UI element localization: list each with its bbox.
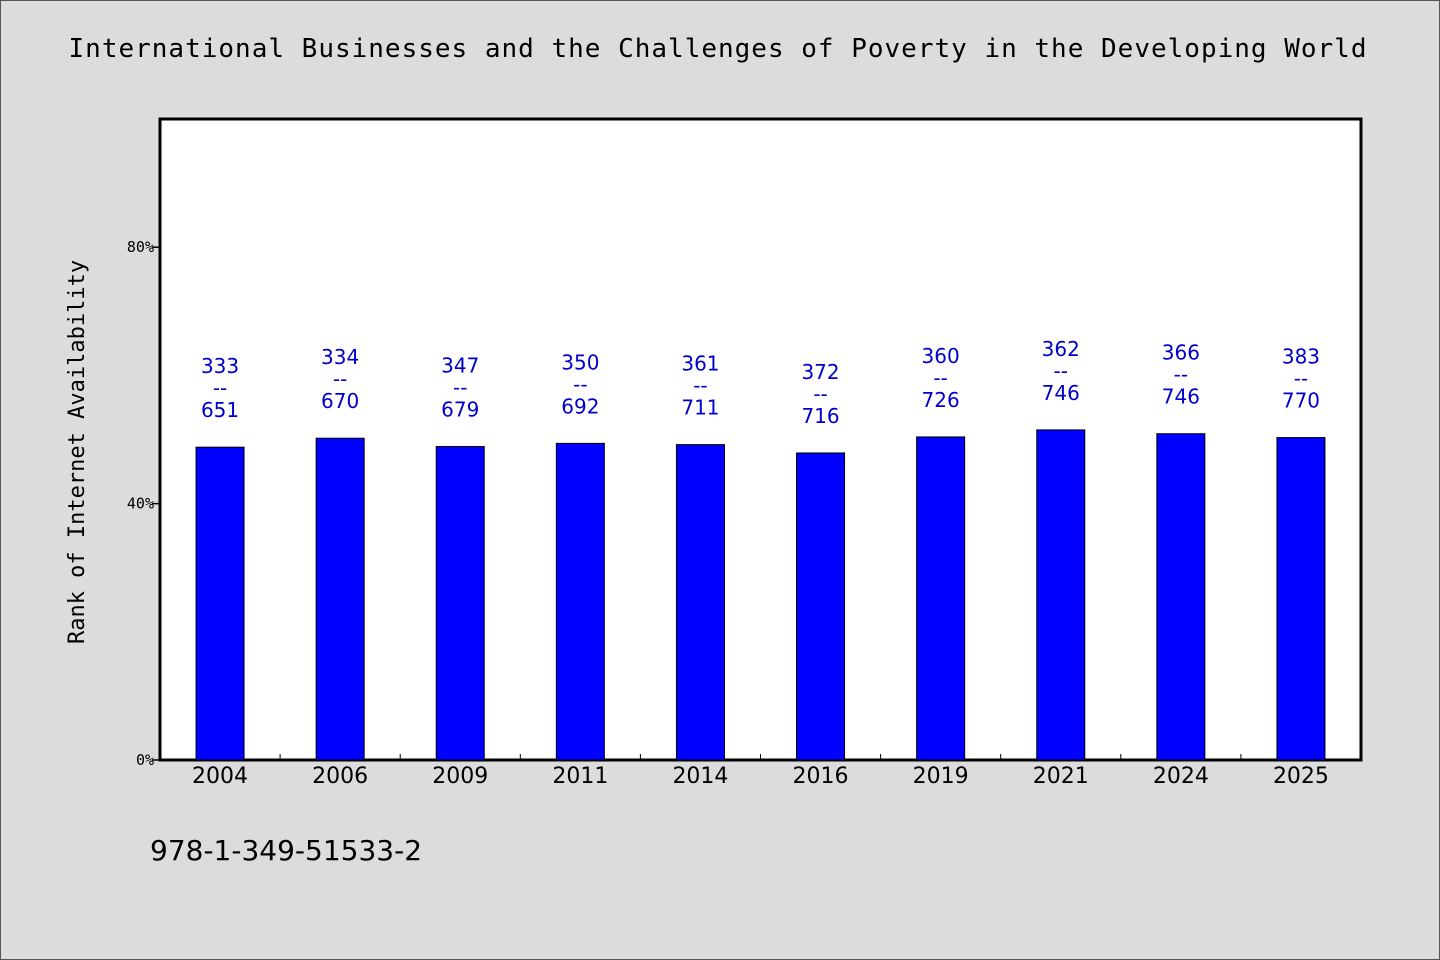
data-label: 383 <box>1282 345 1320 369</box>
x-axis: 2004 2006 2009 2011 2014 2016 2019 2021 2024 2025 <box>192 754 1329 789</box>
bar <box>916 436 966 761</box>
data-label: -- <box>933 366 947 390</box>
data-label: -- <box>333 367 347 391</box>
data-label: 670 <box>321 389 359 413</box>
data-label: -- <box>1054 359 1068 383</box>
bar <box>796 452 846 761</box>
y-tick-label: 40% <box>127 495 154 513</box>
data-label: 651 <box>201 398 239 422</box>
chart-title: International Businesses and the Challen… <box>68 34 1368 64</box>
x-tick-label: 2006 <box>312 764 368 789</box>
bars <box>195 429 1326 761</box>
x-tick-label: 2021 <box>1033 764 1089 789</box>
data-label: 361 <box>681 352 719 376</box>
bar <box>675 444 725 761</box>
x-tick-label: 2014 <box>672 764 728 789</box>
data-label: 366 <box>1162 341 1200 365</box>
data-label: -- <box>453 376 467 400</box>
data-label: -- <box>813 382 827 406</box>
y-tick-label: 0% <box>136 751 154 769</box>
data-label: 746 <box>1042 381 1080 405</box>
isbn-code: 978-1-349-51533-2 <box>150 834 423 867</box>
data-label: 362 <box>1042 337 1080 361</box>
data-label: 679 <box>441 398 479 422</box>
data-label: 711 <box>681 396 719 420</box>
x-tick-label: 2004 <box>192 764 248 789</box>
y-axis-label: Rank of Internet Availability <box>65 260 90 644</box>
data-label: 716 <box>801 404 839 428</box>
data-label: -- <box>213 376 227 400</box>
data-label: 350 <box>561 350 599 374</box>
bar <box>1036 429 1086 761</box>
data-label: -- <box>1294 367 1308 391</box>
data-label: 334 <box>321 345 359 369</box>
data-label: 692 <box>561 394 599 418</box>
data-label: 746 <box>1162 385 1200 409</box>
x-tick-label: 2016 <box>793 764 849 789</box>
x-tick-label: 2025 <box>1273 764 1329 789</box>
data-label: 372 <box>801 360 839 384</box>
x-tick-label: 2019 <box>913 764 969 789</box>
data-label: -- <box>573 372 587 396</box>
data-label: -- <box>693 374 707 398</box>
y-axis: 0% 40% 80% <box>127 238 160 769</box>
x-tick-label: 2024 <box>1153 764 1209 789</box>
data-label: 360 <box>922 344 960 368</box>
bar <box>195 446 245 761</box>
bar <box>1276 437 1326 761</box>
x-tick-label: 2009 <box>432 764 488 789</box>
data-labels: 333--651334--670347--679350--692361--711… <box>201 337 1320 428</box>
bar <box>555 442 605 761</box>
bar <box>435 446 485 761</box>
y-tick-label: 80% <box>127 238 154 256</box>
data-label: 726 <box>922 388 960 412</box>
data-label: 770 <box>1282 389 1320 413</box>
data-label: 347 <box>441 354 479 378</box>
bar <box>315 437 365 761</box>
data-label: 333 <box>201 354 239 378</box>
x-tick-label: 2011 <box>552 764 608 789</box>
bar <box>1156 433 1206 761</box>
data-label: -- <box>1174 363 1188 387</box>
